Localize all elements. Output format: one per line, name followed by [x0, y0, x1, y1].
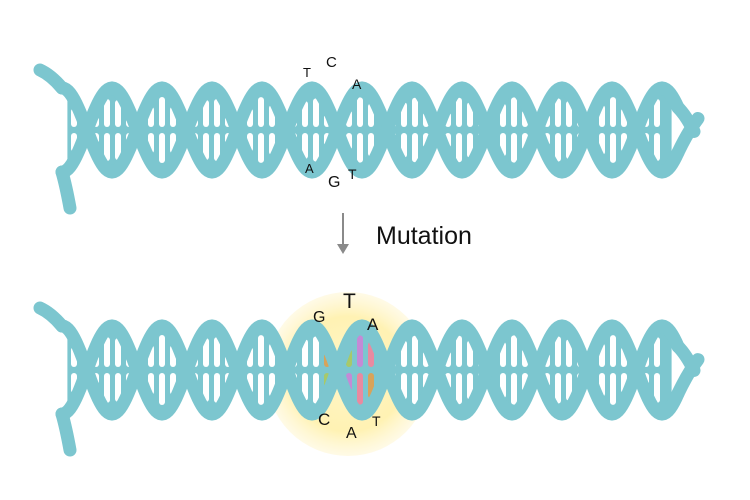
base-pair-rung	[456, 97, 462, 127]
base-pair-rung	[115, 99, 121, 127]
base-pair-rung	[357, 97, 363, 127]
base-pair-rung	[159, 133, 165, 163]
base-pair-rung	[357, 335, 363, 367]
base-pair-rung	[258, 373, 264, 405]
mutated-base-letters: G T A C A T	[313, 290, 381, 442]
base-letter-bottom: A	[346, 425, 357, 442]
base-pair-rung	[610, 97, 616, 127]
base-pair-rung	[302, 339, 308, 367]
base-pair-rung	[511, 133, 517, 163]
dna-strand-tail	[671, 353, 705, 401]
base-pair-rung	[258, 133, 264, 163]
dna-strand-b	[55, 319, 685, 421]
base-pair-rung	[357, 373, 363, 405]
base-pair-rung	[456, 373, 462, 405]
base-letter-bottom: T	[348, 166, 357, 182]
base-letter-top: A	[352, 76, 362, 92]
base-pair-rung	[159, 373, 165, 405]
base-pair-rung	[214, 373, 220, 403]
base-pair-rung	[302, 373, 308, 401]
base-pair-rung	[566, 373, 572, 401]
base-pair-rung	[511, 335, 517, 367]
base-letter-bottom: T	[372, 413, 381, 429]
base-pair-rung	[511, 373, 517, 405]
mutation-label: Mutation	[376, 222, 472, 250]
base-pair-rung	[159, 97, 165, 127]
base-pair-rung	[555, 98, 561, 127]
base-pair-rung	[214, 133, 220, 161]
base-letter-bottom: C	[318, 410, 330, 429]
base-letter-top: G	[313, 309, 325, 326]
base-pair-rung	[104, 99, 110, 127]
base-pair-rung	[555, 133, 561, 162]
base-letter-bottom: A	[305, 161, 314, 176]
base-pair-rung	[654, 99, 660, 127]
base-pair-rung	[313, 373, 319, 404]
down-arrow-icon	[337, 213, 349, 254]
dna-helix-original	[33, 63, 705, 215]
base-pair-rung	[115, 373, 121, 402]
base-pair-rung	[258, 335, 264, 367]
base-pair-rung	[313, 336, 319, 367]
base-pair-rung	[566, 339, 572, 367]
base-pair-rung	[203, 373, 209, 402]
base-pair-rung	[203, 133, 209, 161]
base-pair-rung	[412, 97, 418, 127]
base-pair-rung	[412, 335, 418, 367]
base-pair-rung	[313, 133, 319, 162]
base-pair-rung	[610, 373, 616, 405]
dna-strand-tail	[671, 112, 705, 160]
dna-strand-b	[55, 81, 685, 179]
base-pair-rung	[214, 99, 220, 127]
base-letter-top: T	[343, 290, 356, 313]
base-pair-rung	[412, 373, 418, 405]
base-pair-rung	[302, 100, 308, 127]
base-letter-bottom: G	[328, 174, 340, 191]
base-pair-rung	[511, 97, 517, 127]
dna-strand-tail	[55, 407, 77, 457]
dna-strand-tail	[33, 63, 69, 95]
base-pair-rung	[555, 373, 561, 404]
base-letter-top: A	[367, 315, 379, 334]
base-pair-rung	[104, 337, 110, 367]
base-pair-rung	[104, 373, 110, 403]
base-pair-rung	[412, 133, 418, 163]
base-pair-rung	[566, 133, 572, 160]
base-pair-rung	[654, 133, 660, 161]
base-letter-top: T	[303, 65, 311, 80]
base-pair-rung	[555, 336, 561, 367]
base-pair-rung	[258, 97, 264, 127]
base-pair-rung	[313, 98, 319, 127]
base-pair-rung	[654, 373, 660, 403]
base-pair-rung	[654, 337, 660, 367]
base-pair-rung	[159, 335, 165, 367]
base-pair-rung	[115, 338, 121, 367]
dna-helix-mutated	[33, 301, 705, 457]
base-pair-rung	[610, 335, 616, 367]
base-pair-rung	[610, 133, 616, 163]
base-pair-rung	[104, 133, 110, 161]
base-pair-rung	[214, 337, 220, 367]
base-letter-top: C	[326, 54, 337, 71]
base-pair-rung	[456, 133, 462, 163]
original-base-letters: T C A A G T	[303, 54, 362, 191]
base-pair-rung	[203, 338, 209, 367]
dna-strand-tail	[55, 165, 77, 215]
base-pair-rung	[203, 99, 209, 127]
base-pair-rung	[566, 100, 572, 127]
base-pair-rung	[302, 133, 308, 160]
base-pair-rung	[115, 133, 121, 161]
dna-strand-tail	[33, 301, 69, 333]
base-pair-rung	[456, 335, 462, 367]
base-pair-rung	[357, 133, 363, 163]
dna-strand-a	[55, 319, 685, 421]
dna-strand-a	[55, 81, 685, 179]
